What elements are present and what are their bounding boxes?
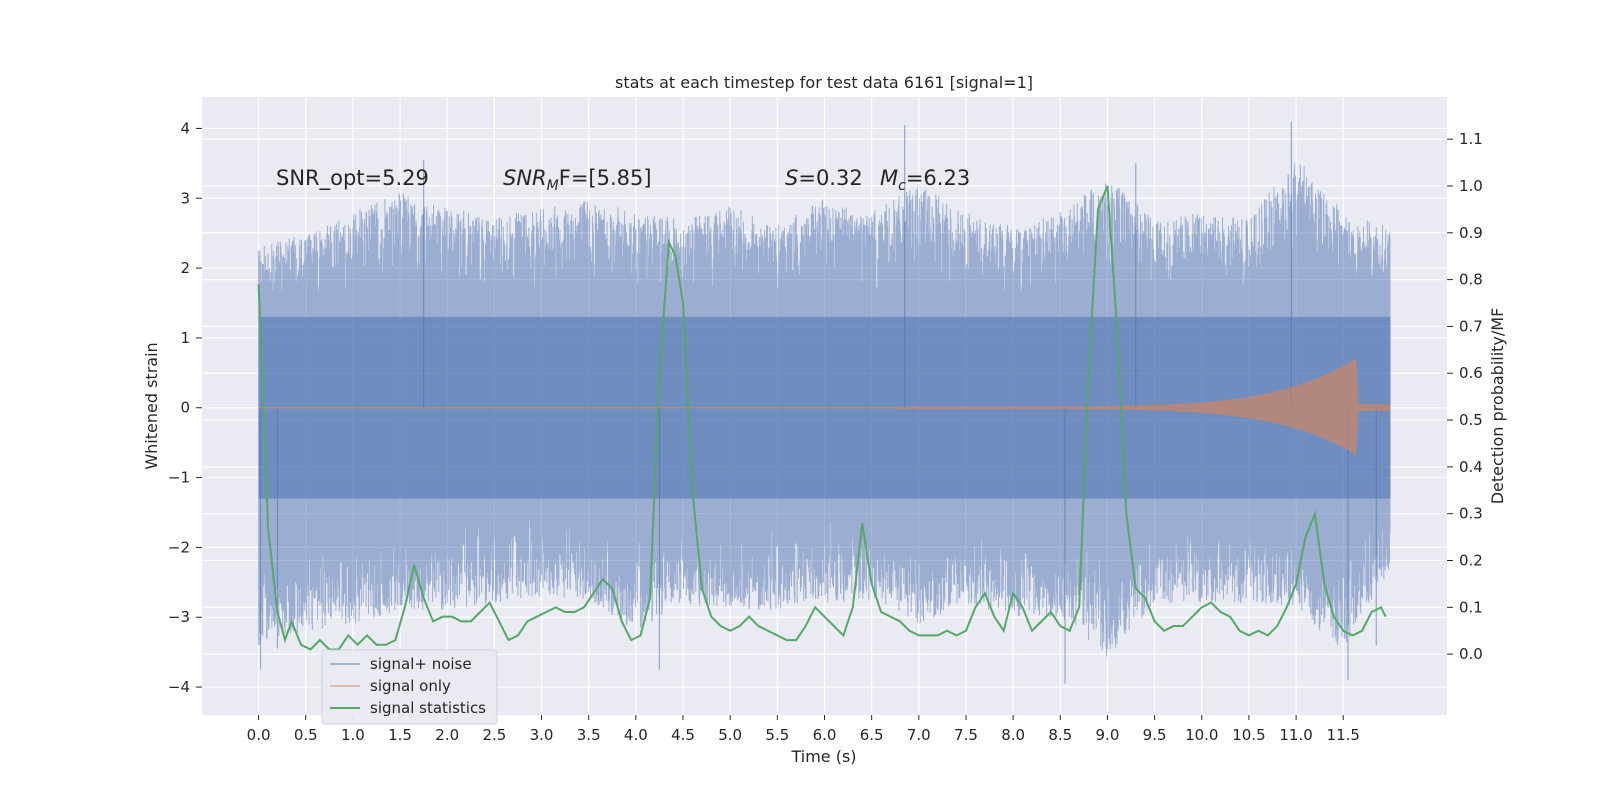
x-tick-label: 4.0 <box>624 726 648 744</box>
annotation-s: S=0.32 <box>785 166 863 190</box>
y2-tick-label: 1.0 <box>1459 177 1483 195</box>
series-signal-only <box>258 358 1391 455</box>
x-tick-label: 11.5 <box>1327 726 1360 744</box>
annotation-mc-sub: c <box>898 178 906 194</box>
y2-tick-label: 0.0 <box>1459 645 1483 663</box>
y-tick-label: −2 <box>168 538 190 556</box>
x-tick-label: 3.0 <box>530 726 554 744</box>
y2-tick-label: 0.9 <box>1459 224 1483 242</box>
legend-label-signal-noise: signal+ noise <box>370 655 472 673</box>
x-tick-label: 11.0 <box>1279 726 1312 744</box>
y-tick-label: 3 <box>180 189 190 207</box>
y2-tick-label: 0.5 <box>1459 411 1483 429</box>
y2-tick-label: 0.8 <box>1459 271 1483 289</box>
annotation-snr-mf: SNRMF=[5.85] <box>503 166 652 194</box>
annotation-snr-mf-rest: F=[5.85] <box>559 166 652 190</box>
x-tick-label: 6.0 <box>813 726 837 744</box>
x-tick-label: 1.5 <box>388 726 412 744</box>
y2-tick-label: 0.3 <box>1459 505 1483 523</box>
series-signal-statistics <box>257 185 1387 651</box>
y-axis-left: 4 3 2 1 0 −1 −2 −3 −4 <box>168 119 202 696</box>
y2-tick-label: 0.1 <box>1459 598 1483 616</box>
x-axis: 0.0 0.5 1.0 1.5 2.0 2.5 3.0 3.5 4.0 4.5 5.0 5.5 6.0 6… <box>247 715 1360 744</box>
legend-label-signal-statistics: signal statistics <box>370 699 486 717</box>
x-tick-label: 10.0 <box>1185 726 1218 744</box>
annotation-snr-opt: SNR_opt=5.29 <box>276 166 429 191</box>
noise-trace <box>258 163 1391 657</box>
x-tick-label: 2.5 <box>482 726 506 744</box>
annotation-snr-mf-sub: M <box>547 178 559 194</box>
y-axis-right: 1.1 1.0 0.9 0.8 0.7 0.6 0.5 0.4 0.3 0.2 0.1 0.0 <box>1447 130 1483 663</box>
y2-tick-label: 0.7 <box>1459 317 1483 335</box>
annotation-s-value: =0.32 <box>798 166 862 190</box>
y-tick-label: −3 <box>168 608 190 626</box>
x-tick-label: 1.0 <box>341 726 365 744</box>
y-tick-label: 1 <box>180 329 190 347</box>
annotation-s-label: S <box>785 166 798 190</box>
y-tick-label: 2 <box>180 259 190 277</box>
y-axis-label: Whitened strain <box>142 342 161 469</box>
y2-tick-label: 1.1 <box>1459 130 1483 148</box>
y2-tick-label: 0.2 <box>1459 552 1483 570</box>
x-tick-label: 6.5 <box>860 726 884 744</box>
annotation-mc-value: =6.23 <box>906 166 970 190</box>
x-tick-label: 9.0 <box>1096 726 1120 744</box>
signal-statistics-line <box>257 185 1387 651</box>
x-axis-label: Time (s) <box>790 747 856 766</box>
x-tick-label: 7.5 <box>954 726 978 744</box>
y-tick-label: −4 <box>168 678 190 696</box>
y-tick-label: 0 <box>180 399 190 417</box>
x-tick-label: 2.0 <box>435 726 459 744</box>
y2-tick-label: 0.4 <box>1459 458 1483 476</box>
x-tick-label: 0.0 <box>247 726 271 744</box>
x-tick-label: 5.0 <box>718 726 742 744</box>
x-tick-label: 5.5 <box>765 726 789 744</box>
x-tick-label: 3.5 <box>577 726 601 744</box>
y-tick-label: −1 <box>168 469 190 487</box>
legend: signal+ noise signal only signal statist… <box>321 649 498 725</box>
x-tick-label: 4.5 <box>671 726 695 744</box>
annotation-mc: Mc=6.23 <box>880 166 970 194</box>
x-tick-label: 0.5 <box>294 726 318 744</box>
annotation-mc-main: M <box>880 166 898 190</box>
signal-only-chirp <box>899 358 1391 455</box>
legend-label-signal-only: signal only <box>370 677 451 695</box>
y-tick-label: 4 <box>180 119 190 137</box>
legend-box <box>321 649 498 725</box>
x-tick-label: 7.0 <box>907 726 931 744</box>
x-tick-label: 8.5 <box>1048 726 1072 744</box>
chart-title: stats at each timestep for test data 616… <box>615 73 1033 92</box>
y2-tick-label: 0.6 <box>1459 364 1483 382</box>
x-tick-label: 9.5 <box>1143 726 1167 744</box>
x-tick-label: 10.5 <box>1232 726 1265 744</box>
y2-axis-label: Detection probability/MF <box>1488 308 1507 505</box>
annotation-snr-mf-main: SNR <box>503 166 547 190</box>
x-tick-label: 8.0 <box>1001 726 1025 744</box>
